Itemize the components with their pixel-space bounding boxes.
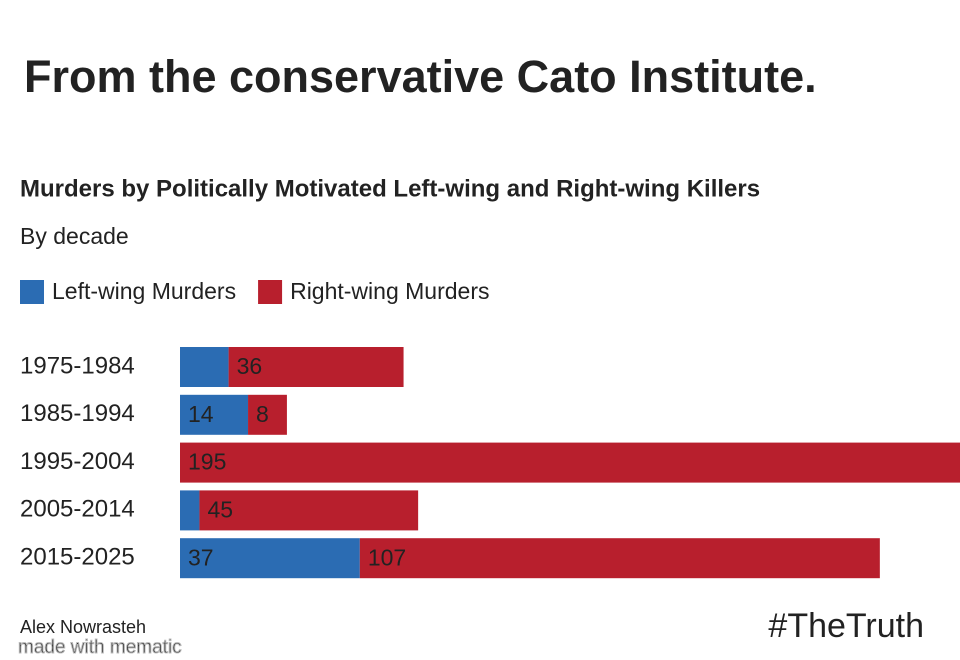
bar-segment: [199, 490, 419, 531]
heading: From the conservative Cato Institute.: [24, 51, 817, 102]
y-tick-label: 1995-2004: [20, 448, 135, 475]
legend-label: Right-wing Murders: [290, 278, 489, 304]
y-tick-label: 2005-2014: [20, 496, 135, 523]
legend-swatch: [20, 280, 44, 304]
bar-segment: [180, 538, 360, 579]
y-tick-label: 1985-1994: [20, 400, 135, 427]
bar-segment: [228, 347, 404, 387]
chart-title: Murders by Politically Motivated Left-wi…: [20, 175, 760, 202]
value-label: 37: [188, 544, 214, 570]
bar-segment: [248, 394, 287, 435]
value-label: 195: [188, 449, 226, 475]
hashtag: #TheTruth: [768, 607, 924, 645]
bar-segment: [180, 347, 229, 387]
y-tick-label: 1975-1984: [20, 352, 135, 379]
bar-segment: [359, 538, 880, 579]
value-label: 8: [256, 401, 269, 427]
bar-segment: [180, 490, 200, 531]
value-label: 107: [368, 544, 406, 570]
subtitle: By decade: [20, 223, 129, 249]
y-tick-label: 2015-2025: [20, 544, 135, 571]
source: Alex Nowrasteh: [20, 617, 146, 637]
value-label: 45: [207, 496, 233, 522]
watermark: made with mematic: [18, 637, 182, 658]
legend-label: Left-wing Murders: [52, 278, 236, 304]
value-label: 14: [188, 401, 214, 427]
value-label: 36: [237, 353, 263, 379]
legend-swatch: [258, 280, 283, 304]
bar-segment: [180, 442, 960, 483]
bar-segment: [180, 394, 249, 435]
